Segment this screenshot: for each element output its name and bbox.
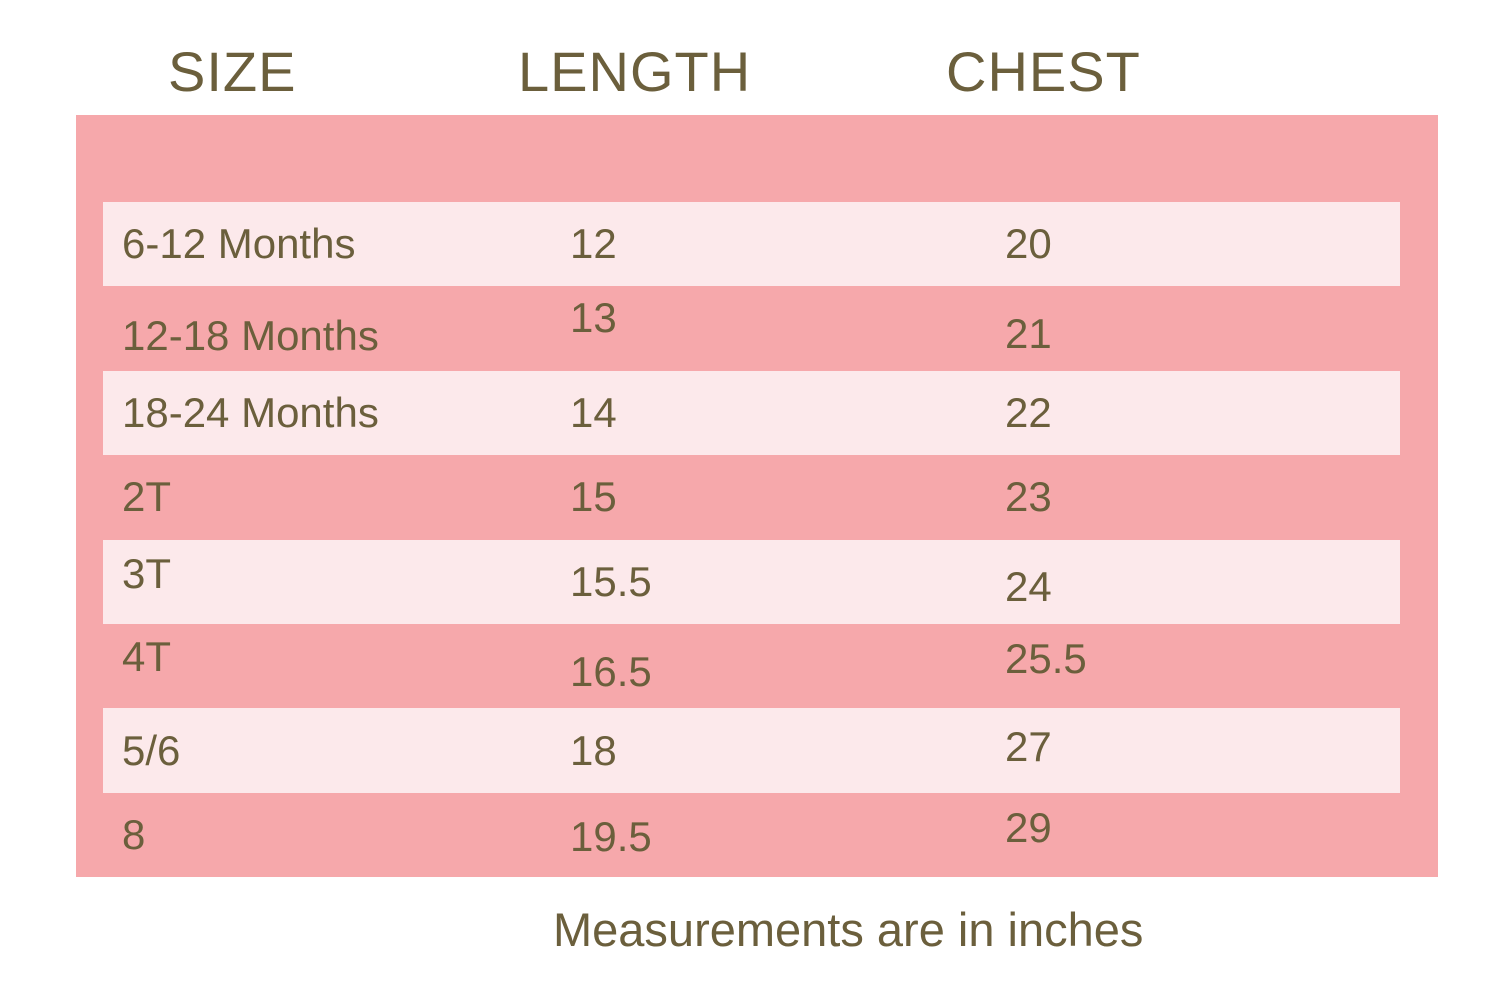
chart-panel: 6-12 Months 12 20 12-18 Months 13 21 18-…: [76, 115, 1438, 877]
table-row: 5/6 18 27: [103, 708, 1400, 793]
size-cell: 4T: [122, 633, 172, 681]
length-cell: 16.5: [570, 648, 652, 696]
column-header-chest: CHEST: [946, 40, 1141, 103]
table-row: 12-18 Months 13 21: [103, 286, 1400, 370]
chest-cell: 23: [1005, 473, 1052, 521]
length-cell: 15: [570, 473, 617, 521]
size-cell: 12-18 Months: [122, 311, 379, 359]
column-header-size: SIZE: [168, 40, 297, 103]
chest-cell: 25.5: [1005, 635, 1087, 683]
length-cell: 18: [570, 726, 617, 774]
length-cell: 14: [570, 388, 617, 436]
table-row: 3T 15.5 24: [103, 539, 1400, 624]
chest-cell: 27: [1005, 722, 1052, 770]
length-cell: 19.5: [570, 812, 652, 860]
size-cell: 5/6: [122, 726, 181, 774]
table-row: 2T 15 23: [103, 455, 1400, 539]
units-note: Measurements are in inches: [553, 903, 1144, 956]
table-row: 18-24 Months 14 22: [103, 370, 1400, 456]
size-cell: 18-24 Months: [122, 388, 379, 436]
table-row: 6-12 Months 12 20: [103, 202, 1400, 287]
length-cell: 12: [570, 220, 617, 268]
table-row: 4T 16.5 25.5: [103, 624, 1400, 708]
size-cell: 3T: [122, 549, 172, 597]
table-row: 8 19.5 29: [103, 793, 1400, 877]
size-cell: 8: [122, 810, 146, 858]
chest-cell: 24: [1005, 562, 1052, 610]
chest-cell: 20: [1005, 220, 1052, 268]
chest-cell: 22: [1005, 388, 1052, 436]
length-cell: 15.5: [570, 557, 652, 605]
chest-cell: 29: [1005, 803, 1052, 851]
size-table-rows: 6-12 Months 12 20 12-18 Months 13 21 18-…: [103, 202, 1400, 877]
column-header-length: LENGTH: [518, 40, 752, 103]
size-cell: 2T: [122, 473, 172, 521]
size-cell: 6-12 Months: [122, 220, 356, 268]
length-cell: 13: [570, 293, 617, 341]
chest-cell: 21: [1005, 309, 1052, 357]
